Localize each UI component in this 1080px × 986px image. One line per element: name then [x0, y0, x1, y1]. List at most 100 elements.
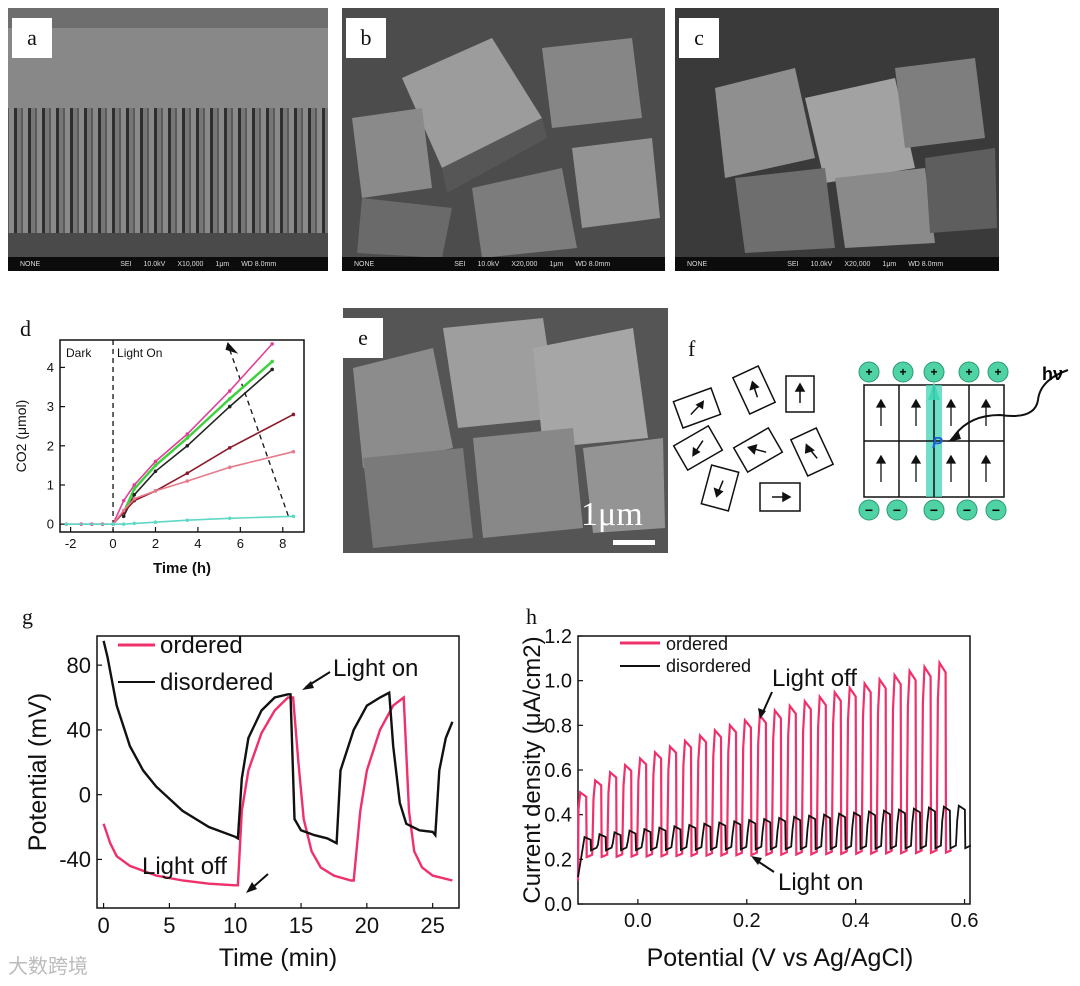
panel-label-c: c [679, 18, 719, 58]
data-point [132, 483, 137, 487]
sem-footer-b: NONE SEI 10.0kV X20,000 1μm WD 8.0mm [342, 257, 665, 271]
x-tick-label: 20 [355, 913, 379, 938]
y-tick-label: 0.2 [544, 849, 572, 871]
chart-g: 0 5 10 15 20 25 -40 0 40 80 ordered disordered Light… [24, 632, 460, 972]
y-tick-label: 0.8 [544, 715, 572, 737]
x-tick-label: 0 [109, 536, 116, 551]
data-point [185, 443, 190, 448]
svg-text:+: + [899, 365, 906, 379]
domain-box [731, 364, 777, 416]
panel-label-a: a [12, 18, 52, 58]
light-on-arrowhead [751, 856, 762, 865]
svg-text:−: − [893, 502, 901, 518]
legend-label-ordered: ordered [160, 632, 243, 659]
ordered-lattice [863, 382, 1005, 498]
svg-text:+: + [965, 365, 972, 379]
data-point [227, 404, 232, 409]
data-point [291, 449, 296, 454]
x-tick-label: 0.0 [624, 910, 652, 932]
chart-h: 0.0 0.2 0.4 0.6 0.0 0.2 0.4 0.6 0.8 1.0 1.2 ordered… [520, 626, 979, 972]
panel-label-f: f [688, 336, 696, 361]
x-tick-label: 5 [163, 913, 175, 938]
legend-label-disordered: disordered [666, 656, 751, 676]
y-tick-label: 80 [67, 653, 91, 678]
series-line-magenta [66, 343, 273, 525]
x-tick-label: 25 [420, 913, 444, 938]
data-point [185, 436, 190, 440]
data-point [227, 389, 232, 393]
svg-text:+: + [865, 365, 872, 379]
y-tick-label: 3 [47, 399, 54, 414]
series-line-ordered [576, 659, 953, 881]
domain-box [672, 387, 722, 429]
data-point [132, 521, 137, 526]
light-on-arrowhead [302, 681, 314, 690]
domain-box [789, 426, 835, 478]
data-point [227, 396, 232, 401]
data-point [111, 522, 115, 526]
x-tick-label: 15 [289, 913, 313, 938]
series-line-green [122, 360, 274, 513]
y-tick-label: 0.6 [544, 760, 572, 782]
y-tick-label: 1 [47, 478, 54, 493]
data-point [132, 496, 137, 501]
sem-image-b: b NONE SEI 10.0kV X20,000 1μm WD 8.0mm [342, 8, 665, 271]
annotation-light-off: Light off [142, 853, 227, 880]
data-point [291, 514, 296, 519]
y-tick-label: 1.0 [544, 671, 572, 693]
disordered-domains [672, 364, 835, 512]
domain-box [732, 426, 784, 474]
y-tick-label: 0.4 [544, 805, 572, 827]
series-line-disordered [102, 640, 454, 846]
data-point [153, 489, 158, 493]
light-off-arrowhead [758, 708, 766, 719]
y-tick-label: 4 [47, 360, 54, 375]
x-tick-label: 8 [279, 536, 286, 551]
legend-label-ordered: ordered [666, 634, 728, 654]
data-point [185, 432, 190, 436]
scale-bar [613, 540, 655, 545]
data-point [227, 465, 232, 470]
photon-path [954, 369, 1069, 436]
data-point [121, 508, 126, 513]
data-point [270, 342, 274, 346]
annotation-dark: Dark [66, 346, 92, 360]
data-point [132, 492, 137, 497]
data-point [153, 520, 158, 525]
photon-arrowhead [948, 430, 961, 442]
panel-label-d: d [20, 316, 31, 341]
svg-text:+: + [994, 365, 1001, 379]
x-tick-label: 10 [223, 913, 247, 938]
domain-box [700, 464, 740, 512]
y-tick-label: 0 [79, 782, 91, 807]
y-tick-label: 0 [47, 517, 54, 532]
panel-label-e: e [343, 318, 383, 358]
data-point [185, 518, 190, 523]
sem-texture-b [342, 8, 665, 271]
y-tick-label: 0.0 [544, 894, 572, 916]
x-tick-label: 6 [237, 536, 244, 551]
domain-box [759, 482, 801, 512]
plot-frame [59, 339, 305, 533]
data-point [132, 487, 137, 491]
panel-label-b: b [346, 18, 386, 58]
plot-frame [96, 635, 460, 909]
annotation-light-on: Light on [778, 869, 863, 896]
data-point [153, 459, 158, 464]
x-tick-label: 0.6 [951, 910, 979, 932]
series-line-ordered [102, 695, 453, 887]
series-line-cyan [66, 515, 294, 525]
polarization-label: P [932, 435, 943, 452]
trend-arrow-line [229, 349, 290, 519]
x-axis-label: Time (h) [153, 560, 211, 577]
svg-text:+: + [930, 365, 937, 379]
domain-box [672, 424, 724, 472]
data-point [64, 522, 69, 526]
x-tick-label: 0.2 [733, 910, 761, 932]
negative-charges: − − − − − [858, 499, 1007, 521]
y-tick-label: 1.2 [544, 626, 572, 648]
sem-footer-a: NONE SEI 10.0kV X10,000 1μm WD 8.0mm [8, 257, 328, 271]
y-tick-label: -40 [59, 847, 91, 872]
sem-image-a: a NONE SEI 10.0kV X10,000 1μm WD 8.0mm [8, 8, 328, 271]
data-point [270, 359, 274, 364]
